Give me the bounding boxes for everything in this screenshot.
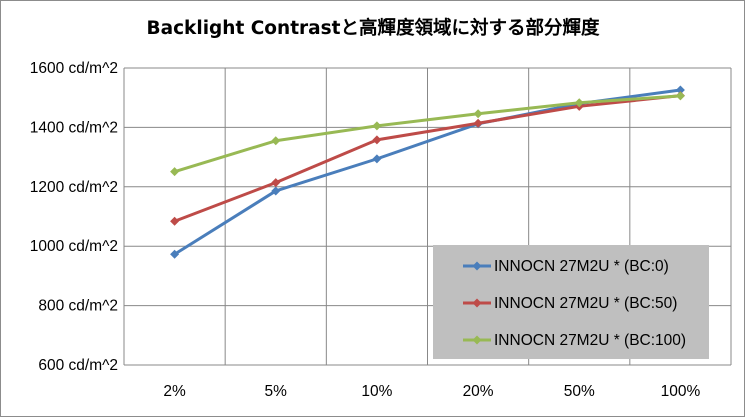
y-tick-label: 1000 cd/m^2 xyxy=(30,238,118,255)
x-tick-label: 2% xyxy=(163,383,186,400)
legend-entry: INNOCN 27M2U * (BC:100) xyxy=(463,332,686,349)
x-tick-label: 20% xyxy=(463,383,494,400)
data-point-marker xyxy=(372,121,382,131)
data-point-marker xyxy=(170,249,180,259)
legend: INNOCN 27M2U * (BC:0) INNOCN 27M2U * (BC:… xyxy=(433,245,709,359)
x-tick-label: 10% xyxy=(361,383,392,400)
x-axis-ticks: 2% 5% 10% 20% 50% 100% xyxy=(163,383,700,400)
x-tick-label: 50% xyxy=(564,383,595,400)
data-point-marker xyxy=(170,216,180,226)
y-tick-label: 1200 cd/m^2 xyxy=(30,179,118,196)
data-point-marker xyxy=(473,109,483,119)
data-point-marker xyxy=(271,178,281,188)
y-axis-ticks: 600 cd/m^2 800 cd/m^2 1000 cd/m^2 1200 cd/m… xyxy=(30,60,118,374)
data-point-marker xyxy=(372,135,382,145)
data-point-marker xyxy=(372,154,382,164)
y-tick-label: 800 cd/m^2 xyxy=(38,298,118,315)
series-line xyxy=(174,94,681,174)
y-tick-label: 1400 cd/m^2 xyxy=(30,119,118,136)
y-tick-label: 1600 cd/m^2 xyxy=(30,60,118,77)
legend-entry: INNOCN 27M2U * (BC:0) xyxy=(463,258,669,275)
data-point-marker xyxy=(574,98,584,108)
data-point-marker xyxy=(675,85,685,95)
data-point-marker xyxy=(170,167,180,177)
chart-title: Backlight Contrastと高輝度領域に対する部分輝度 xyxy=(147,17,600,39)
series-lines xyxy=(170,85,685,259)
data-point-marker xyxy=(675,91,685,101)
legend-marker xyxy=(472,335,482,345)
data-point-marker xyxy=(473,118,483,128)
x-tick-label: 5% xyxy=(265,383,288,400)
series-line xyxy=(174,94,681,223)
legend-label: INNOCN 27M2U * (BC:100) xyxy=(494,332,686,349)
x-tick-label: 100% xyxy=(661,383,701,400)
legend-marker xyxy=(472,261,482,271)
legend-entry: INNOCN 27M2U * (BC:50) xyxy=(463,295,677,312)
legend-label: INNOCN 27M2U * (BC:50) xyxy=(494,295,677,312)
grid-lines xyxy=(123,67,732,366)
data-point-marker xyxy=(271,136,281,146)
legend-marker xyxy=(472,298,482,308)
series-2 xyxy=(170,91,685,177)
data-point-marker xyxy=(271,186,281,196)
legend-label: INNOCN 27M2U * (BC:0) xyxy=(494,258,669,275)
y-tick-label: 600 cd/m^2 xyxy=(38,357,118,374)
